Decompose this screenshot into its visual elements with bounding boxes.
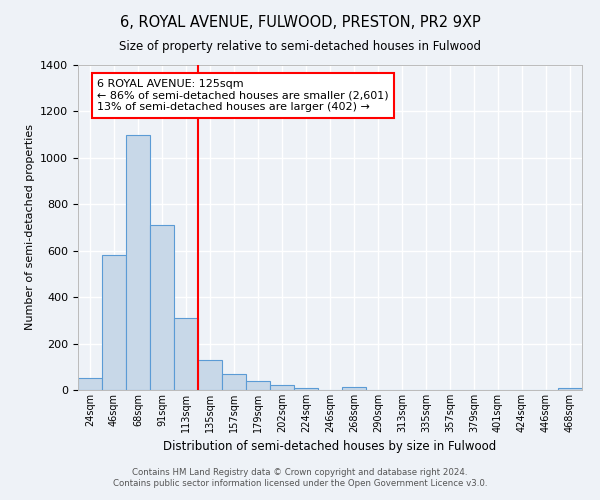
Bar: [558, 388, 582, 390]
Bar: [150, 225, 174, 390]
Y-axis label: Number of semi-detached properties: Number of semi-detached properties: [25, 124, 35, 330]
Bar: [78, 378, 102, 390]
Text: 6 ROYAL AVENUE: 125sqm
← 86% of semi-detached houses are smaller (2,601)
13% of : 6 ROYAL AVENUE: 125sqm ← 86% of semi-det…: [97, 79, 389, 112]
Bar: [222, 374, 246, 390]
Bar: [342, 386, 366, 390]
Text: Contains HM Land Registry data © Crown copyright and database right 2024.
Contai: Contains HM Land Registry data © Crown c…: [113, 468, 487, 487]
Bar: [174, 318, 198, 390]
Bar: [294, 388, 318, 390]
Bar: [126, 134, 150, 390]
Bar: [198, 360, 222, 390]
Bar: [246, 381, 270, 390]
Text: Size of property relative to semi-detached houses in Fulwood: Size of property relative to semi-detach…: [119, 40, 481, 53]
X-axis label: Distribution of semi-detached houses by size in Fulwood: Distribution of semi-detached houses by …: [163, 440, 497, 454]
Text: 6, ROYAL AVENUE, FULWOOD, PRESTON, PR2 9XP: 6, ROYAL AVENUE, FULWOOD, PRESTON, PR2 9…: [119, 15, 481, 30]
Bar: [102, 256, 126, 390]
Bar: [270, 386, 294, 390]
